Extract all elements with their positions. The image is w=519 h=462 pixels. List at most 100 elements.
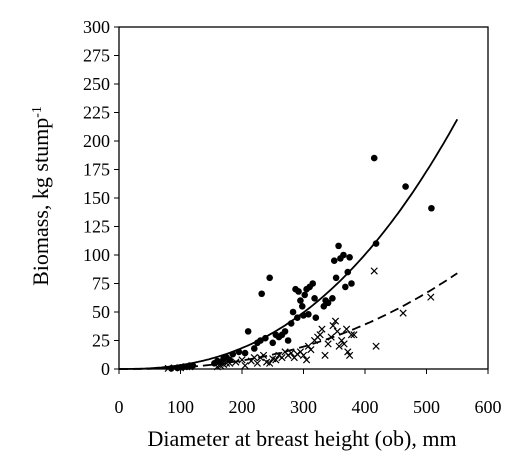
point-circle (335, 242, 342, 250)
y-axis-ticks: 0 25 50 75 100 125 150 175 200 225 250 275 300 (83, 17, 119, 379)
data-points (164, 154, 435, 373)
point-circle (241, 349, 249, 357)
point-cross (176, 364, 185, 372)
point-cross (232, 358, 240, 366)
x-axis-title: Diameter at breast height (ob), mm (147, 426, 456, 451)
point-circle (340, 251, 347, 259)
point-circle (298, 303, 306, 310)
y-axis-title-main: Biomass, kg stump (28, 118, 53, 286)
point-cross (331, 317, 340, 325)
point-cross (333, 327, 341, 336)
point-circle (297, 297, 304, 304)
point-cross (344, 348, 352, 356)
point-cross (324, 340, 332, 348)
point-cross (316, 331, 324, 339)
x-tick-label: 300 (290, 397, 317, 417)
point-cross (338, 336, 346, 345)
y-tick-label: 200 (83, 131, 110, 151)
point-cross (170, 364, 178, 372)
point-cross (238, 356, 246, 364)
point-cross (318, 325, 326, 333)
point-circle (258, 290, 265, 298)
point-circle (311, 295, 318, 302)
point-cross (259, 351, 268, 359)
point-cross (307, 345, 315, 354)
point-circle (305, 310, 312, 318)
point-circle (284, 337, 292, 344)
point-circle (330, 257, 338, 265)
point-cross (304, 342, 313, 350)
x-tick-label: 100 (167, 397, 194, 417)
point-circle (251, 345, 258, 352)
point-circle (309, 280, 317, 287)
x-tick-label: 0 (115, 397, 124, 417)
point-circle (266, 274, 273, 282)
point-circle (301, 291, 309, 299)
point-circle (300, 312, 307, 319)
point-cross (350, 331, 358, 339)
y-tick-label: 50 (92, 302, 110, 322)
y-tick-label: 225 (83, 103, 110, 123)
point-circle (428, 204, 435, 212)
point-circle (281, 328, 289, 335)
x-tick-label: 600 (475, 397, 502, 417)
point-cross (250, 353, 258, 362)
point-cross (370, 267, 378, 275)
point-circle (370, 154, 378, 162)
x-axis-ticks: 0 100 200 300 400 500 600 (115, 369, 502, 417)
point-cross (278, 353, 286, 362)
point-circle (312, 314, 320, 322)
point-circle (346, 253, 353, 261)
x-tick-label: 200 (229, 397, 256, 417)
point-circle (348, 280, 355, 287)
y-tick-label: 250 (83, 74, 110, 94)
point-circle (287, 320, 295, 327)
point-cross (299, 351, 308, 359)
y-tick-label: 25 (92, 331, 110, 351)
point-circle (295, 288, 302, 295)
point-circle (244, 328, 252, 335)
y-axis-title-superscript: -1 (30, 106, 45, 118)
y-tick-label: 75 (92, 274, 110, 294)
y-tick-label: 300 (83, 17, 110, 37)
y-axis-title: Biomass, kg stump-1 (28, 106, 53, 286)
point-circle (229, 350, 237, 358)
point-circle (294, 314, 301, 322)
point-cross (272, 356, 280, 364)
point-cross (346, 351, 354, 359)
point-cross (340, 340, 348, 348)
point-circle (235, 348, 243, 356)
point-cross (241, 361, 249, 370)
point-cross (372, 342, 380, 350)
point-circle (332, 274, 340, 282)
point-cross (399, 309, 407, 317)
point-circle (269, 339, 277, 347)
point-circle (342, 283, 349, 291)
point-circle (289, 308, 297, 316)
point-cross (287, 349, 295, 357)
point-cross (335, 342, 343, 350)
point-circle (189, 362, 197, 369)
plot-area-border (118, 26, 489, 370)
point-circle (324, 299, 332, 307)
x-tick-label: 500 (413, 397, 440, 417)
point-cross (427, 293, 435, 301)
y-tick-label: 100 (83, 245, 110, 265)
point-cross (226, 359, 234, 367)
point-circle (262, 334, 269, 342)
point-circle (402, 183, 409, 190)
point-circle (372, 240, 380, 247)
point-cross (321, 351, 329, 359)
y-tick-label: 275 (83, 46, 110, 66)
point-cross (347, 331, 356, 339)
point-circle (329, 295, 336, 302)
x-tick-label: 400 (352, 397, 379, 417)
point-cross (327, 333, 335, 341)
y-tick-label: 150 (83, 188, 110, 208)
y-tick-label: 175 (83, 160, 110, 180)
point-cross (223, 359, 231, 367)
point-cross (266, 359, 274, 367)
plot-frame (118, 26, 489, 370)
y-tick-label: 0 (101, 359, 110, 379)
